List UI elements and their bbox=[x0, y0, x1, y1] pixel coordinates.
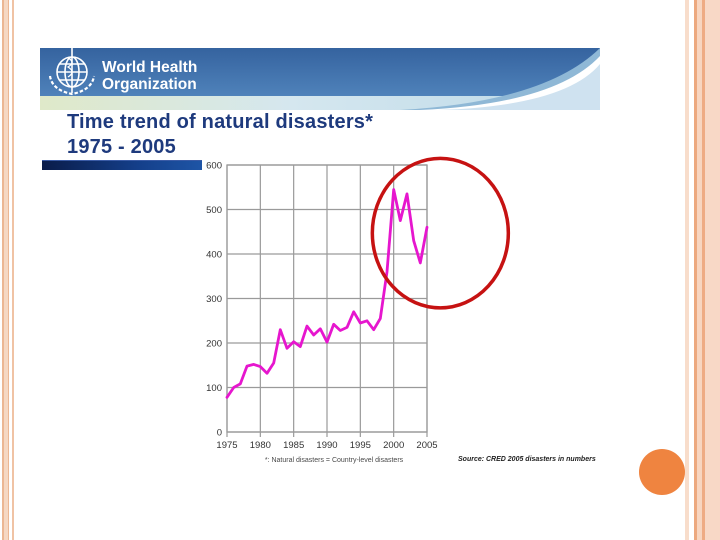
header-blue-bar bbox=[40, 48, 600, 96]
chart-svg: 0 100 200 300 400 500 600 1975 1980 1985 1990 1995 2… bbox=[206, 156, 511, 451]
slide-title-line2: 1975 - 2005 bbox=[67, 136, 176, 158]
orange-accent-circle bbox=[639, 449, 685, 495]
right-border-stripe bbox=[705, 0, 720, 540]
who-banner-graphic: World Health Organization bbox=[40, 46, 600, 110]
title-underline-bar bbox=[42, 160, 202, 170]
right-border-stripe bbox=[685, 0, 689, 540]
chart-footnote: *: Natural disasters = Country-level dis… bbox=[264, 457, 404, 464]
org-name-line2: Organization bbox=[102, 76, 197, 93]
y-axis-label: 200 bbox=[206, 339, 222, 350]
x-axis-label: 1980 bbox=[250, 440, 271, 451]
slide-title-line1: Time trend of natural disasters* bbox=[67, 111, 374, 133]
x-axis-label: 1975 bbox=[216, 440, 237, 451]
right-border-stripe bbox=[702, 0, 705, 540]
data-line bbox=[225, 188, 429, 399]
source-citation: Source: CRED 2005 disasters in numbers bbox=[458, 456, 596, 463]
org-name-line1: World Health bbox=[102, 59, 197, 76]
highlight-circle bbox=[370, 156, 511, 310]
left-border-stripe bbox=[7, 0, 9, 540]
swoosh-band-inner bbox=[438, 64, 600, 110]
who-logo-icon bbox=[48, 46, 96, 96]
disasters-chart: 0 100 200 300 400 500 600 1975 1980 1985 1990 1995 2… bbox=[185, 150, 525, 475]
right-border-stripe bbox=[697, 0, 702, 540]
y-axis-label: 600 bbox=[206, 161, 222, 172]
y-axis-label: 100 bbox=[206, 383, 222, 394]
y-axis-label: 300 bbox=[206, 294, 222, 305]
x-axis-label: 2005 bbox=[416, 440, 437, 451]
left-border-stripe bbox=[12, 0, 14, 540]
left-border-stripe bbox=[3, 0, 8, 540]
y-axis-label: 0 bbox=[217, 428, 222, 439]
who-header-banner: World Health Organization bbox=[40, 46, 600, 110]
x-axis-label: 2000 bbox=[383, 440, 404, 451]
slide-title: Time trend of natural disasters* 1975 - … bbox=[67, 110, 487, 160]
x-axis-label: 1985 bbox=[283, 440, 304, 451]
x-axis-label: 1995 bbox=[350, 440, 371, 451]
left-border-stripe bbox=[2, 0, 4, 540]
x-axis-label: 1990 bbox=[316, 440, 337, 451]
y-axis-label: 400 bbox=[206, 250, 222, 261]
right-border-stripe bbox=[694, 0, 697, 540]
y-axis-label: 500 bbox=[206, 205, 222, 216]
